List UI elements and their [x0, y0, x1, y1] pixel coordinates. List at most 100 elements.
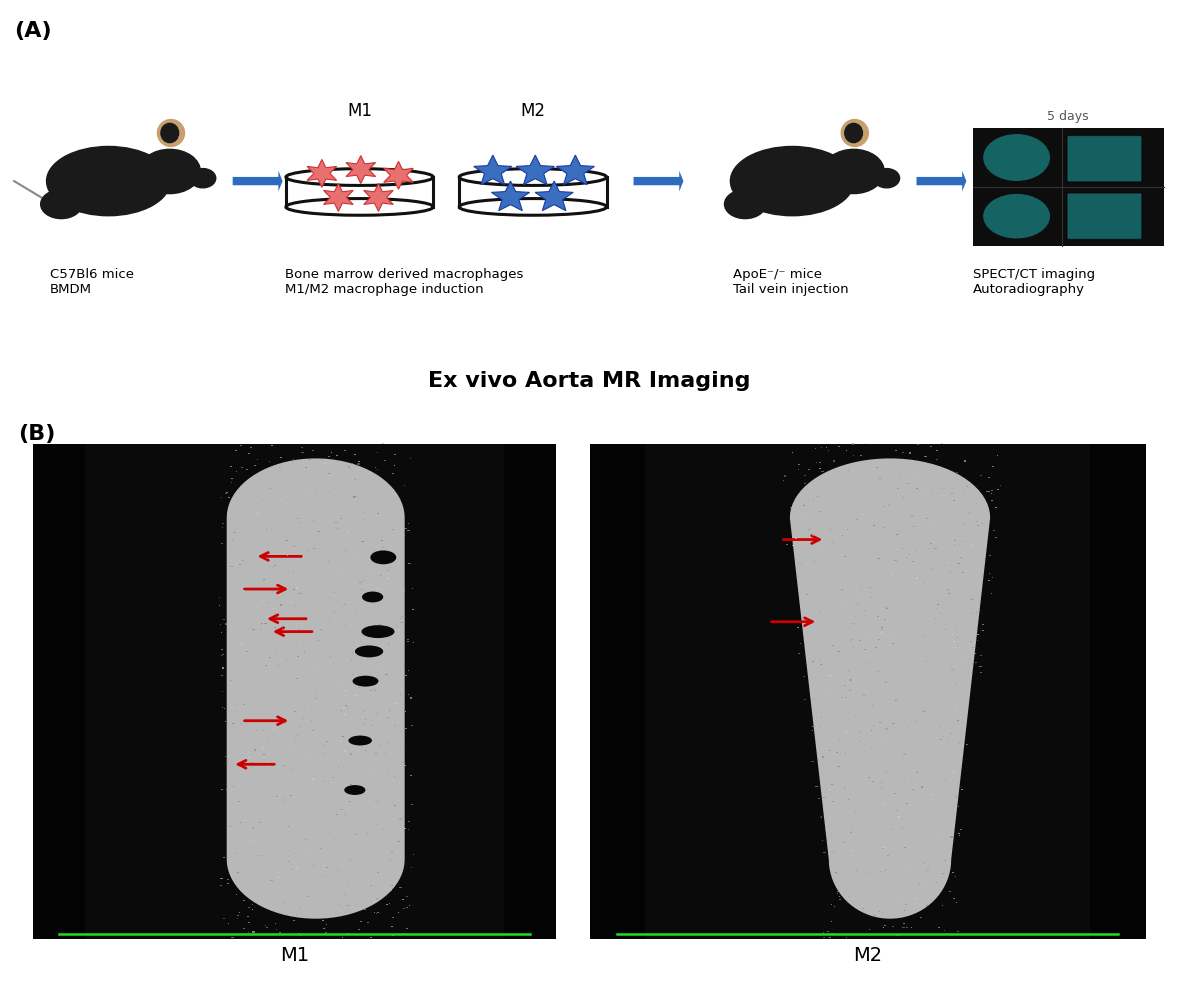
- Bar: [361, 589, 363, 590]
- Text: ApoE⁻/⁻ mice
Tail vein injection: ApoE⁻/⁻ mice Tail vein injection: [733, 267, 849, 296]
- Bar: [225, 624, 228, 625]
- Bar: [951, 872, 954, 873]
- Bar: [264, 607, 266, 608]
- Bar: [921, 786, 923, 788]
- Ellipse shape: [983, 194, 1050, 239]
- Ellipse shape: [139, 149, 200, 194]
- Bar: [974, 653, 976, 654]
- Bar: [894, 694, 896, 695]
- Bar: [330, 462, 332, 463]
- Bar: [843, 842, 845, 843]
- Bar: [384, 460, 386, 461]
- Polygon shape: [556, 155, 594, 185]
- Bar: [869, 536, 870, 537]
- Bar: [350, 807, 353, 808]
- Bar: [323, 928, 325, 929]
- Bar: [903, 670, 905, 671]
- Bar: [849, 679, 851, 680]
- Bar: [228, 754, 230, 755]
- Bar: [894, 793, 896, 795]
- Bar: [401, 616, 403, 617]
- Bar: [971, 599, 974, 601]
- Bar: [223, 619, 225, 620]
- Bar: [969, 512, 971, 513]
- Text: M1: M1: [281, 946, 309, 965]
- Bar: [861, 454, 862, 455]
- Bar: [220, 878, 223, 879]
- Bar: [263, 578, 265, 579]
- Bar: [262, 730, 264, 731]
- Bar: [951, 493, 953, 494]
- Bar: [324, 463, 327, 464]
- Bar: [230, 565, 232, 567]
- Bar: [896, 549, 898, 550]
- Bar: [971, 662, 974, 664]
- Bar: [997, 489, 1000, 490]
- Bar: [223, 918, 225, 920]
- Bar: [315, 668, 316, 669]
- Bar: [811, 661, 814, 662]
- Bar: [969, 512, 971, 514]
- Bar: [317, 640, 320, 641]
- Bar: [851, 552, 854, 553]
- Bar: [390, 890, 393, 891]
- Bar: [331, 639, 334, 640]
- Bar: [391, 629, 394, 630]
- Bar: [350, 784, 353, 785]
- Bar: [851, 444, 854, 445]
- Bar: [317, 531, 320, 532]
- Polygon shape: [345, 155, 376, 183]
- Bar: [261, 481, 263, 483]
- Bar: [931, 527, 934, 529]
- Bar: [948, 593, 949, 594]
- Bar: [261, 855, 263, 856]
- Bar: [812, 727, 815, 728]
- Bar: [819, 612, 822, 613]
- Bar: [369, 648, 371, 649]
- Bar: [338, 611, 341, 612]
- Bar: [310, 755, 312, 756]
- Bar: [938, 927, 941, 928]
- Bar: [902, 722, 904, 723]
- Bar: [282, 799, 284, 801]
- Bar: [410, 804, 413, 805]
- Bar: [590, 444, 645, 939]
- Bar: [321, 847, 323, 848]
- Bar: [895, 700, 897, 701]
- Bar: [386, 674, 388, 675]
- Bar: [973, 128, 1164, 246]
- Bar: [243, 900, 245, 901]
- Bar: [837, 651, 839, 652]
- Bar: [281, 605, 282, 606]
- Bar: [297, 859, 299, 861]
- Bar: [220, 885, 223, 886]
- Bar: [871, 781, 874, 782]
- Bar: [937, 604, 938, 605]
- Bar: [916, 488, 918, 489]
- Text: (B): (B): [18, 424, 55, 444]
- Bar: [365, 653, 367, 654]
- Bar: [279, 684, 282, 685]
- Bar: [252, 828, 255, 829]
- Bar: [258, 753, 259, 754]
- Ellipse shape: [355, 645, 383, 657]
- Bar: [861, 850, 863, 851]
- Bar: [408, 530, 410, 531]
- Bar: [903, 910, 905, 911]
- Bar: [400, 887, 402, 888]
- Bar: [878, 478, 881, 479]
- Bar: [949, 733, 951, 734]
- Ellipse shape: [983, 134, 1050, 181]
- Bar: [270, 813, 272, 815]
- Bar: [819, 663, 822, 664]
- Bar: [822, 756, 824, 757]
- Bar: [312, 778, 315, 779]
- Bar: [977, 600, 980, 601]
- Bar: [861, 623, 863, 624]
- Polygon shape: [492, 181, 529, 211]
- Bar: [901, 597, 903, 598]
- Text: 5 days: 5 days: [1047, 110, 1089, 124]
- Bar: [406, 928, 408, 929]
- Bar: [819, 726, 821, 727]
- Bar: [811, 761, 814, 762]
